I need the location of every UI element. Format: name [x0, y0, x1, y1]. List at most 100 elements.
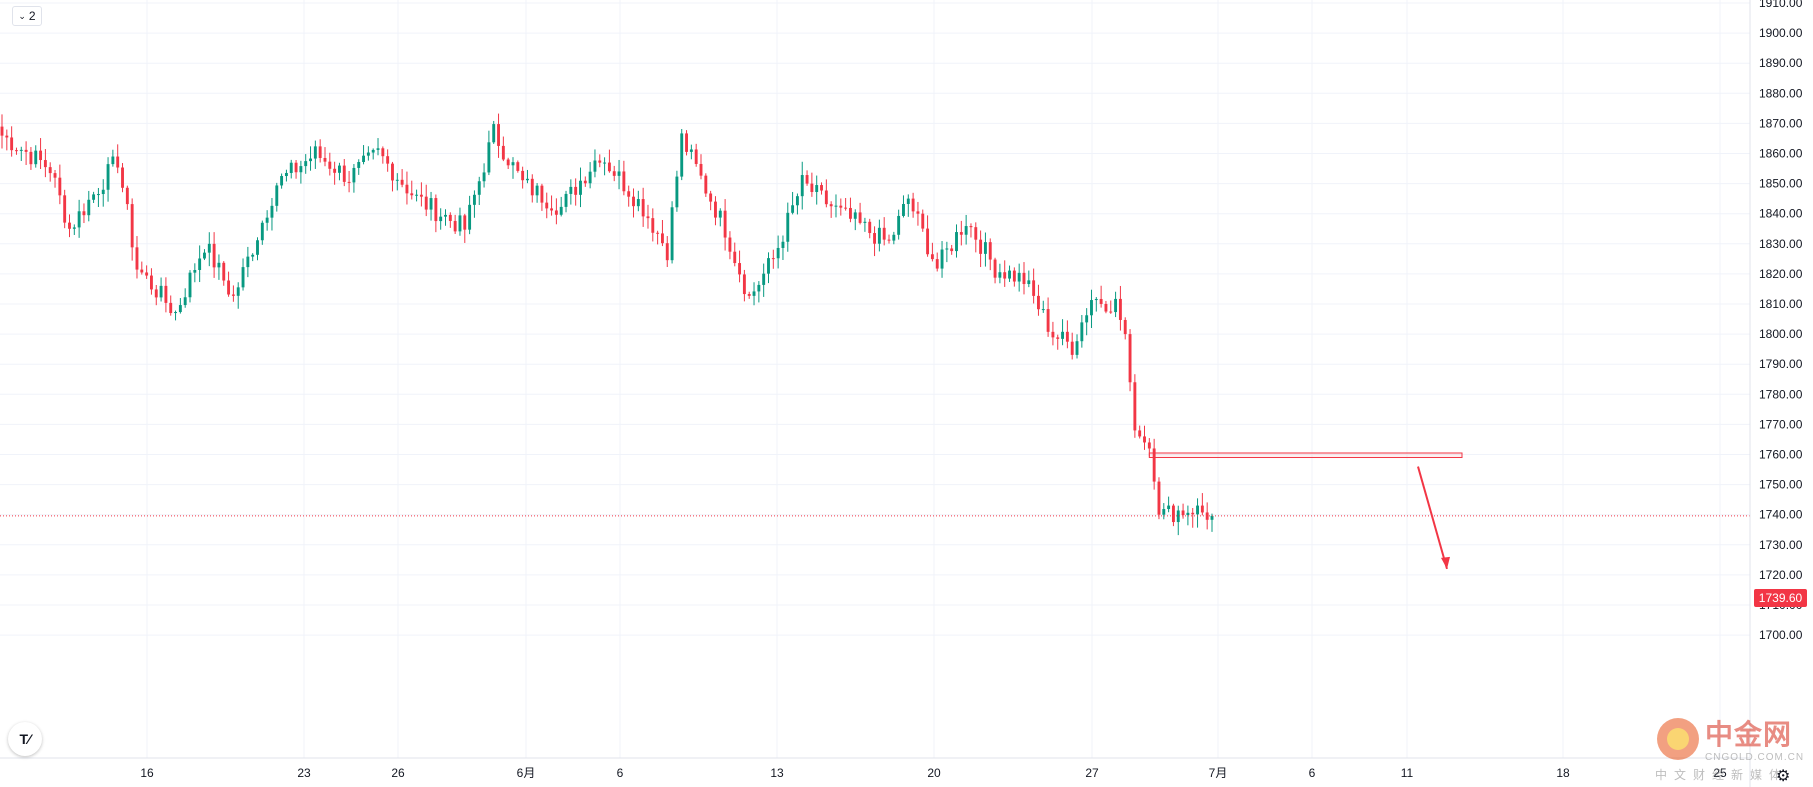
candle-body [998, 272, 1002, 278]
candle-body [607, 162, 611, 172]
candle-body [993, 259, 997, 278]
candle-body [762, 273, 766, 285]
candle-body [217, 262, 221, 268]
candle-body [979, 239, 983, 254]
candle-body [1104, 303, 1108, 312]
candle-body [280, 176, 284, 186]
candle-body [680, 133, 684, 177]
collapse-count: 2 [28, 9, 36, 23]
candle-body [959, 232, 963, 235]
candle-body [106, 164, 110, 190]
candle-body [15, 150, 18, 152]
candle-body [983, 242, 987, 254]
collapse-indicators-button[interactable]: ⌄ 2 [12, 6, 42, 26]
candle-body [1205, 512, 1209, 520]
candle-body [892, 234, 896, 241]
candle-body [424, 196, 428, 210]
candle-body [1061, 331, 1065, 339]
candle-body [675, 176, 679, 208]
candle-body [116, 156, 120, 168]
candle-body [902, 203, 905, 216]
candle-body [800, 175, 804, 197]
candle-body [882, 227, 886, 240]
candle-body [1032, 280, 1036, 296]
y-tick-label: 1900.00 [1759, 26, 1803, 40]
candle-body [810, 183, 814, 193]
candle-body [1123, 319, 1127, 335]
candle-body [1167, 505, 1171, 510]
candle-body [805, 175, 809, 184]
candle-body [1181, 510, 1185, 516]
candle-body [1138, 430, 1142, 437]
candle-body [395, 179, 399, 181]
candle-body [853, 212, 857, 219]
candle-body [873, 233, 876, 244]
candle-body [1186, 512, 1190, 516]
candle-body [1152, 448, 1156, 482]
candle-body [265, 217, 269, 223]
time-axis[interactable]: 16 23 26 6月 6 13 20 27 7月 6 11 18 25 [0, 757, 1750, 780]
candle-body [511, 162, 515, 166]
y-tick-label: 1760.00 [1759, 448, 1803, 462]
candle-body [834, 205, 838, 207]
candle-body [906, 198, 910, 204]
x-tick-label: 13 [770, 766, 784, 780]
candle-body [357, 162, 361, 168]
candle-body [198, 258, 202, 271]
candle-body [284, 172, 288, 177]
candle-body [646, 216, 650, 219]
y-tick-label: 1780.00 [1759, 387, 1803, 401]
candle-body [1200, 505, 1204, 513]
candle-body [1162, 509, 1166, 515]
candle-body [718, 210, 722, 218]
candle-body [415, 194, 419, 196]
price-axis[interactable]: 1910.00 1900.00 1890.00 1880.00 1870.00 1860.… [1749, 0, 1803, 787]
candle-body [617, 171, 621, 176]
x-tick-label: 6 [617, 766, 624, 780]
candle-body [598, 160, 602, 163]
x-tick-label: 26 [391, 766, 405, 780]
candle-body [781, 241, 785, 248]
candle-body [1099, 298, 1103, 304]
candle-body [121, 167, 124, 188]
candle-body [1196, 505, 1199, 515]
candle-body [227, 280, 231, 295]
candle-body [665, 243, 669, 261]
candle-body [497, 124, 500, 146]
candle-body [1003, 272, 1007, 279]
candle-body [858, 212, 862, 223]
tradingview-logo-icon[interactable]: T⁄ [8, 722, 42, 756]
candle-body [193, 270, 197, 273]
candle-body [786, 212, 790, 242]
candle-body [366, 152, 370, 156]
candle-body [386, 156, 390, 164]
candle-body [1128, 334, 1132, 383]
candle-body [1012, 270, 1016, 282]
candle-body [945, 248, 949, 250]
candle-body [916, 211, 920, 214]
candle-body [178, 305, 182, 313]
candle-body [164, 285, 168, 303]
candle-body [169, 302, 173, 314]
candle-body [622, 171, 626, 192]
candle-body [820, 185, 823, 191]
current-price-badge: 1739.60 [1754, 589, 1807, 607]
candle-body [689, 149, 693, 152]
candle-body [0, 126, 4, 136]
candle-body [535, 185, 539, 196]
gear-icon[interactable]: ⚙ [1776, 768, 1791, 785]
candle-body [950, 248, 954, 252]
candle-body [487, 142, 491, 173]
grid [0, 0, 1750, 758]
candle-body [371, 149, 375, 153]
candle-body [10, 137, 14, 151]
x-tick-label: 25 [1713, 766, 1727, 780]
candle-body [1090, 300, 1093, 316]
candle-body [940, 249, 944, 269]
candle-body [791, 205, 795, 213]
candle-body [429, 198, 433, 210]
candle-body [1070, 341, 1074, 355]
candle-body [212, 243, 216, 268]
candle-body [241, 267, 245, 288]
